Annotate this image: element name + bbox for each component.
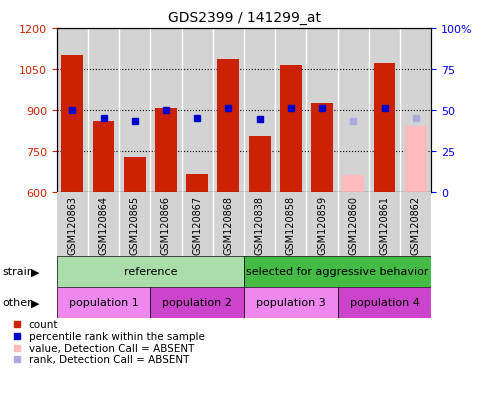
Bar — [88, 192, 119, 256]
Text: GSM120867: GSM120867 — [192, 195, 202, 254]
Text: rank, Detection Call = ABSENT: rank, Detection Call = ABSENT — [29, 355, 189, 365]
Bar — [213, 192, 244, 256]
Bar — [311, 104, 333, 192]
Text: GSM120860: GSM120860 — [349, 195, 358, 254]
Bar — [213, 29, 244, 192]
Text: population 4: population 4 — [350, 297, 420, 308]
Bar — [275, 29, 307, 192]
Bar — [124, 158, 146, 192]
Text: GSM120858: GSM120858 — [286, 195, 296, 254]
Bar — [88, 29, 119, 192]
Text: population 2: population 2 — [162, 297, 232, 308]
Bar — [150, 29, 181, 192]
Text: GSM120859: GSM120859 — [317, 195, 327, 254]
Text: reference: reference — [124, 266, 177, 277]
Text: GSM120863: GSM120863 — [68, 195, 77, 254]
Bar — [342, 176, 364, 192]
Text: percentile rank within the sample: percentile rank within the sample — [29, 331, 205, 341]
Bar — [93, 121, 114, 192]
Text: population 3: population 3 — [256, 297, 326, 308]
Bar — [150, 287, 244, 318]
Text: ▶: ▶ — [31, 266, 39, 277]
Bar — [57, 192, 88, 256]
Text: strain: strain — [2, 266, 35, 277]
Text: population 1: population 1 — [69, 297, 139, 308]
Bar — [338, 287, 431, 318]
Bar — [369, 29, 400, 192]
Title: GDS2399 / 141299_at: GDS2399 / 141299_at — [168, 11, 320, 25]
Bar — [119, 29, 150, 192]
Bar — [186, 174, 208, 192]
Bar — [249, 136, 271, 192]
Bar — [307, 29, 338, 192]
Text: GSM120868: GSM120868 — [223, 195, 233, 254]
Bar — [369, 192, 400, 256]
Bar — [338, 192, 369, 256]
Bar — [119, 192, 150, 256]
Bar — [217, 60, 240, 192]
Bar — [244, 29, 275, 192]
Bar — [338, 29, 369, 192]
Bar — [244, 192, 275, 256]
Text: value, Detection Call = ABSENT: value, Detection Call = ABSENT — [29, 343, 194, 353]
Bar — [374, 64, 395, 192]
Bar — [275, 192, 307, 256]
Bar — [280, 66, 302, 192]
Bar — [400, 192, 431, 256]
Bar — [181, 29, 213, 192]
Text: GSM120864: GSM120864 — [99, 195, 108, 254]
Bar — [57, 256, 244, 287]
Bar — [155, 109, 177, 192]
Bar — [405, 127, 427, 192]
Text: GSM120838: GSM120838 — [255, 195, 265, 254]
Text: other: other — [2, 297, 32, 308]
Text: GSM120865: GSM120865 — [130, 195, 140, 254]
Bar — [244, 287, 338, 318]
Text: ▶: ▶ — [31, 297, 39, 308]
Bar — [150, 192, 181, 256]
Bar — [61, 56, 83, 192]
Bar — [307, 192, 338, 256]
Text: count: count — [29, 319, 58, 329]
Bar — [57, 29, 88, 192]
Bar — [400, 29, 431, 192]
Bar — [181, 192, 213, 256]
Text: GSM120866: GSM120866 — [161, 195, 171, 254]
Bar — [244, 256, 431, 287]
Text: selected for aggressive behavior: selected for aggressive behavior — [246, 266, 429, 277]
Bar — [57, 287, 150, 318]
Text: GSM120862: GSM120862 — [411, 195, 421, 254]
Text: GSM120861: GSM120861 — [380, 195, 389, 254]
